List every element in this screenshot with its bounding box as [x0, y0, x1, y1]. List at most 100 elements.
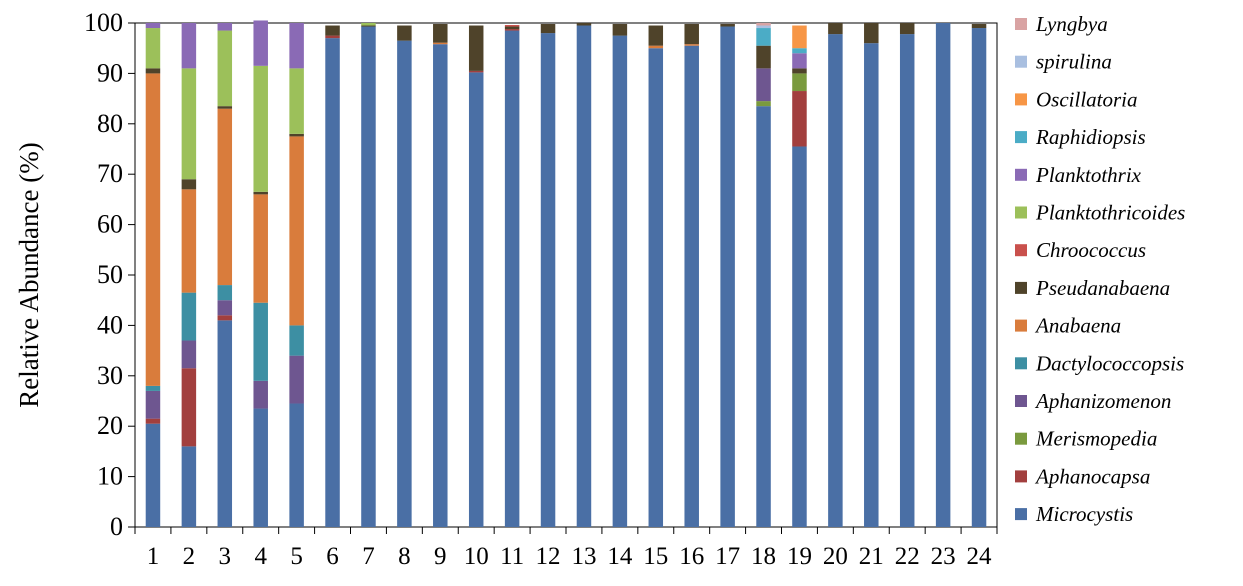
legend-label: Chroococcus — [1036, 238, 1146, 262]
bar-segment-dactylococcopsis-1 — [145, 385, 161, 391]
bar-segment-aphanocapsa-1 — [145, 418, 161, 424]
legend-item-dactylococcopsis: Dactylococcopsis — [1015, 351, 1184, 375]
bar-segment-anabaena-9 — [433, 42, 448, 45]
bar-segment-merismopedia-19 — [792, 73, 807, 92]
legend-label: Planktothricoides — [1035, 201, 1185, 225]
legend-label: Microcystis — [1035, 502, 1133, 526]
bar-segment-pseudanabaena-3 — [217, 106, 233, 109]
bar-segment-aphanocapsa-11 — [504, 29, 520, 31]
bar-segment-aphanizomenon-3 — [217, 300, 233, 316]
y-tick-label: 100 — [84, 8, 123, 37]
bar-segment-aphanocapsa-2 — [181, 368, 197, 447]
bar-segment-microcystis-8 — [397, 40, 412, 527]
legend-item-aphanizomenon: Aphanizomenon — [1015, 389, 1171, 413]
bar-segment-pseudanabaena-9 — [433, 24, 448, 43]
bar-segment-pseudanabaena-13 — [576, 23, 592, 26]
bars-layer — [145, 20, 987, 528]
bar-segment-aphanizomenon-18 — [756, 68, 771, 102]
x-tick-label: 10 — [464, 543, 489, 570]
bar-segment-anabaena-1 — [145, 73, 161, 386]
legend-swatch — [1015, 319, 1027, 332]
y-tick-label: 60 — [97, 210, 123, 239]
x-tick-label: 9 — [434, 543, 447, 570]
bar-segment-pseudanabaena-10 — [468, 25, 484, 71]
x-tick-label: 11 — [500, 543, 524, 570]
x-tick-label: 8 — [398, 543, 411, 570]
x-tick-label: 7 — [362, 543, 375, 570]
legend-swatch — [1015, 395, 1027, 407]
bar-segment-aphanizomenon-4 — [253, 380, 268, 409]
legend-label: Dactylococcopsis — [1035, 351, 1184, 375]
bar-segment-microcystis-11 — [504, 30, 520, 528]
bar-segment-pseudanabaena-24 — [971, 24, 987, 29]
bar-segment-chroococcus-11 — [504, 25, 520, 27]
x-tick-label: 2 — [183, 543, 196, 570]
y-tick-label: 70 — [97, 159, 123, 188]
legend-item-chroococcus: Chroococcus — [1015, 238, 1146, 262]
x-tick-label: 23 — [931, 543, 956, 570]
legend-swatch — [1015, 168, 1027, 181]
legend-swatch — [1015, 55, 1027, 68]
x-tick-label: 13 — [571, 543, 596, 570]
bar-segment-pseudanabaena-11 — [504, 26, 520, 30]
x-tick-label: 22 — [895, 543, 920, 570]
y-axis: 0 10 20 30 40 50 60 70 80 90 100 — [84, 8, 135, 541]
bar-segment-aphanizomenon-5 — [289, 355, 304, 404]
bar-segment-pseudanabaena-20 — [828, 23, 843, 35]
legend-item-aphanocapsa: Aphanocapsa — [1015, 464, 1150, 488]
bar-segment-microcystis-7 — [361, 26, 376, 528]
bar-segment-pseudanabaena-8 — [397, 25, 412, 41]
bar-segment-pseudanabaena-1 — [145, 68, 161, 74]
bar-segment-microcystis-17 — [720, 26, 735, 528]
bar-segment-aphanocapsa-3 — [217, 315, 233, 321]
y-tick-label: 30 — [97, 361, 123, 390]
bar-segment-microcystis-2 — [181, 446, 197, 527]
bar-segment-pseudanabaena-17 — [720, 24, 735, 27]
bar-segment-pseudanabaena-21 — [864, 23, 879, 44]
legend-label: Raphidiopsis — [1035, 125, 1146, 149]
bar-segment-aphanocapsa-6 — [325, 35, 340, 39]
legend-swatch — [1015, 357, 1027, 370]
x-tick-label: 5 — [290, 543, 303, 570]
bar-segment-microcystis-15 — [648, 48, 664, 527]
legend-label: spirulina — [1036, 50, 1112, 74]
legend-label: Lyngbya — [1035, 12, 1108, 36]
legend-item-microcystis: Microcystis — [1015, 502, 1133, 526]
bar-segment-planktothricoides-4 — [253, 65, 268, 192]
bar-segment-microcystis-9 — [433, 44, 448, 528]
legend-item-planktothrix: Planktothrix — [1015, 163, 1142, 187]
legend-swatch — [1015, 432, 1027, 445]
bar-segment-dactylococcopsis-3 — [217, 285, 233, 301]
bar-segment-merismopedia-18 — [756, 101, 771, 107]
bar-segment-planktothricoides-5 — [289, 68, 304, 134]
legend-swatch — [1015, 206, 1027, 219]
legend-label: Merismopedia — [1035, 427, 1157, 451]
bar-segment-pseudanabaena-6 — [325, 25, 340, 36]
legend: Lyngbya spirulina Oscillatoria Raphidiopsis… — [1015, 12, 1185, 526]
bar-segment-planktothrix-19 — [792, 53, 807, 69]
x-tick-label: 17 — [715, 543, 740, 570]
legend-item-lyngbya: Lyngbya — [1015, 12, 1108, 36]
bar-segment-pseudanabaena-7 — [361, 25, 376, 27]
legend-item-pseudanabaena: Pseudanabaena — [1015, 276, 1170, 300]
legend-item-merismopedia: Merismopedia — [1015, 427, 1157, 451]
bar-segment-pseudanabaena-5 — [289, 133, 304, 137]
legend-swatch — [1015, 508, 1027, 521]
bar-segment-aphanocapsa-19 — [792, 91, 807, 147]
bar-segment-planktothricoides-7 — [361, 23, 376, 26]
bar-segment-pseudanabaena-15 — [648, 25, 664, 46]
x-tick-label: 21 — [859, 543, 884, 570]
x-tick-label: 16 — [679, 543, 704, 570]
legend-item-planktothricoides: Planktothricoides — [1015, 201, 1185, 225]
bar-segment-pseudanabaena-18 — [756, 45, 771, 69]
legend-label: Oscillatoria — [1036, 87, 1138, 111]
bar-segment-microcystis-20 — [828, 34, 843, 528]
x-tick-label: 1 — [147, 543, 160, 570]
legend-item-spirulina: spirulina — [1015, 50, 1112, 74]
bar-segment-pseudanabaena-12 — [540, 24, 556, 34]
bar-segment-planktothricoides-2 — [181, 68, 197, 180]
legend-label: Aphanizomenon — [1034, 389, 1171, 413]
legend-label: Planktothrix — [1035, 163, 1142, 187]
